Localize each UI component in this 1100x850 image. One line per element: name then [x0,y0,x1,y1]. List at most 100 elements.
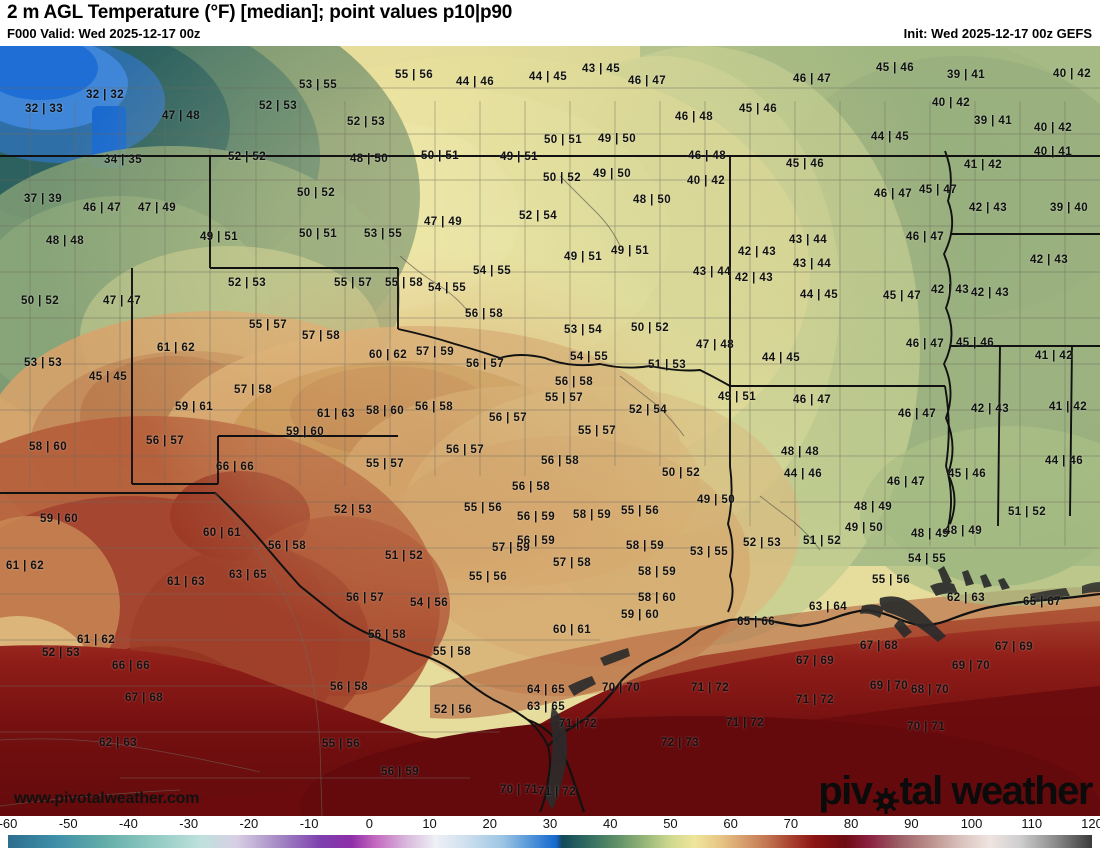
point-value-label: 51 | 53 [648,359,686,371]
point-value-label: 32 | 32 [86,89,124,101]
colorbar-tick: 40 [602,816,618,831]
point-value-label: 61 | 63 [317,408,355,420]
point-value-label: 55 | 56 [621,505,659,517]
point-value-label: 55 | 56 [322,738,360,750]
point-value-label: 49 | 51 [564,251,602,263]
point-value-label: 56 | 57 [489,412,527,424]
point-value-label: 55 | 57 [545,392,583,404]
point-value-label: 65 | 66 [737,616,775,628]
colorbar-tick: 50 [663,816,678,831]
logo-text-part1: piv [818,769,873,813]
point-value-label: 40 | 42 [1034,122,1072,134]
point-value-label: 53 | 55 [299,79,337,91]
point-value-label: 53 | 55 [364,228,402,240]
point-value-label: 62 | 63 [947,592,985,604]
point-value-label: 46 | 47 [887,476,925,488]
point-value-label: 58 | 59 [638,566,676,578]
point-value-label: 63 | 65 [527,701,565,713]
point-value-label: 46 | 47 [898,408,936,420]
colorbar-tick: 70 [783,816,799,831]
point-value-label: 53 | 55 [690,546,728,558]
point-value-label: 34 | 35 [104,154,142,166]
colorbar-gradient[interactable] [8,835,1092,848]
point-value-label: 58 | 59 [626,540,664,552]
point-value-label: 71 | 72 [559,718,597,730]
point-value-label: 50 | 51 [421,150,459,162]
point-value-label: 63 | 64 [809,601,847,613]
point-value-label: 54 | 56 [410,597,448,609]
point-value-label: 45 | 46 [739,103,777,115]
temperature-map[interactable]: 32 | 33 32 | 32 47 | 48 52 | 53 53 | 55 52 | … [0,46,1100,816]
point-value-label: 54 | 55 [908,553,946,565]
point-value-label: 59 | 60 [40,513,78,525]
point-value-label: 62 | 63 [99,737,137,749]
point-value-label: 50 | 52 [631,322,669,334]
point-value-label: 42 | 43 [735,272,773,284]
point-value-label: 70 | 70 [602,682,640,694]
point-value-label: 64 | 65 [527,684,565,696]
point-value-label: 52 | 52 [228,151,266,163]
point-value-label: 67 | 69 [796,655,834,667]
point-value-label: 45 | 46 [948,468,986,480]
point-value-label: 32 | 33 [25,103,63,115]
point-value-label: 55 | 57 [334,277,372,289]
point-value-label: 55 | 57 [366,458,404,470]
point-value-label: 71 | 72 [726,717,764,729]
point-value-label: 67 | 68 [860,640,898,652]
point-value-label: 58 | 60 [638,592,676,604]
colorbar[interactable]: -60 -50 -40 -30 -20 -10 0 10 20 30 40 50 60 70 80 90 100… [0,816,1100,850]
point-value-label: 49 | 50 [593,168,631,180]
point-value-label: 67 | 69 [995,641,1033,653]
point-value-label: 55 | 56 [872,574,910,586]
point-value-label: 56 | 57 [146,435,184,447]
site-url-watermark: www.pivotalweather.com [14,790,200,807]
point-value-label: 46 | 47 [906,338,944,350]
point-value-label: 55 | 57 [578,425,616,437]
colorbar-tick: -50 [58,816,78,831]
point-value-label: 44 | 45 [800,289,838,301]
colorbar-tick: -20 [239,816,259,831]
point-value-label: 48 | 49 [944,525,982,537]
point-value-label: 52 | 54 [629,404,667,416]
point-value-label: 52 | 53 [743,537,781,549]
point-value-label: 61 | 62 [157,342,195,354]
point-value-label: 45 | 47 [919,184,957,196]
point-value-label: 43 | 44 [793,258,831,270]
point-value-label: 68 | 70 [911,684,949,696]
point-value-label: 50 | 51 [299,228,337,240]
colorbar-tick: 110 [1021,816,1043,831]
point-value-label: 41 | 42 [964,159,1002,171]
point-value-label: 56 | 57 [346,592,384,604]
point-value-label: 54 | 55 [473,265,511,277]
colorbar-tick: 60 [723,816,738,831]
point-value-label: 47 | 47 [103,295,141,307]
point-value-label: 56 | 58 [330,681,368,693]
point-value-label: 66 | 66 [112,660,150,672]
point-value-label: 56 | 58 [512,481,550,493]
point-value-label: 55 | 58 [385,277,423,289]
point-value-label: 45 | 45 [89,371,127,383]
point-value-label: 49 | 51 [718,391,756,403]
colorbar-tick-labels: -60 -50 -40 -30 -20 -10 0 10 20 30 40 50 60 70 80 90 100… [0,816,1100,834]
point-value-label: 49 | 51 [611,245,649,257]
point-value-label: 52 | 54 [519,210,557,222]
point-value-label: 42 | 43 [969,202,1007,214]
point-value-label: 59 | 61 [175,401,213,413]
colorbar-tick: 10 [422,816,437,831]
point-value-label: 44 | 46 [456,76,494,88]
point-value-label: 69 | 70 [952,660,990,672]
point-value-label: 60 | 61 [203,527,241,539]
point-value-label: 52 | 56 [434,704,472,716]
point-value-label: 55 | 57 [249,319,287,331]
point-value-label: 46 | 47 [628,75,666,87]
point-value-label: 46 | 48 [675,111,713,123]
point-value-label: 39 | 40 [1050,202,1088,214]
gear-icon [872,779,899,814]
point-value-label: 49 | 51 [500,151,538,163]
colorbar-tick: -40 [119,816,138,831]
point-value-label: 61 | 62 [77,634,115,646]
point-value-label: 55 | 56 [464,502,502,514]
point-value-label: 58 | 59 [573,509,611,521]
point-value-label: 52 | 53 [334,504,372,516]
